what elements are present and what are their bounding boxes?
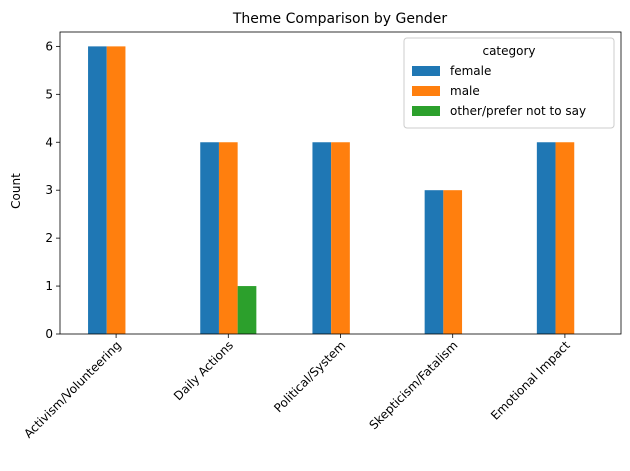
- y-axis: 0 1 2 3 4 5 6: [45, 39, 60, 341]
- legend-swatch: [412, 66, 440, 76]
- chart-title: Theme Comparison by Gender: [232, 11, 447, 27]
- legend-swatch: [412, 86, 440, 96]
- bar-female: [200, 142, 219, 334]
- y-tick-label: 4: [45, 135, 53, 149]
- y-tick-label: 0: [45, 327, 53, 341]
- y-axis-label: Count: [9, 173, 23, 209]
- y-tick-label: 5: [45, 87, 53, 101]
- legend-entry: female: [450, 64, 491, 78]
- legend-entry: male: [450, 84, 480, 98]
- plot-frame: [59, 31, 622, 335]
- bar-male: [443, 190, 463, 334]
- y-tick-label: 1: [45, 279, 53, 293]
- bar-male: [331, 142, 350, 334]
- bar-male: [218, 142, 238, 334]
- bar-male: [106, 46, 126, 334]
- x-tick-label: Activism/Volunteering: [21, 338, 124, 441]
- x-axis: Activism/Volunteering Daily Actions Politi…: [21, 334, 573, 441]
- y-tick-label: 6: [45, 39, 53, 53]
- bar-female: [424, 190, 444, 334]
- legend-frame: [403, 37, 615, 129]
- bar-female: [88, 46, 107, 334]
- bars-group: [88, 46, 575, 334]
- legend-title: category: [482, 44, 535, 58]
- x-tick-label: Political/System: [271, 338, 348, 415]
- bar-female: [312, 142, 332, 334]
- y-tick-label: 3: [45, 183, 53, 197]
- bar-female: [536, 142, 556, 334]
- bar-other-prefer-not-to-say: [237, 286, 257, 334]
- legend-swatch: [412, 106, 440, 116]
- x-tick-label: Daily Actions: [171, 338, 236, 403]
- y-tick-label: 2: [45, 231, 53, 245]
- legend: category female male other/prefer not to sa…: [403, 37, 615, 129]
- x-tick-label: Emotional Impact: [488, 338, 573, 423]
- x-tick-label: Skepticism/Fatalism: [366, 338, 460, 432]
- legend-entry: other/prefer not to say: [450, 104, 586, 118]
- bar-male: [555, 142, 575, 334]
